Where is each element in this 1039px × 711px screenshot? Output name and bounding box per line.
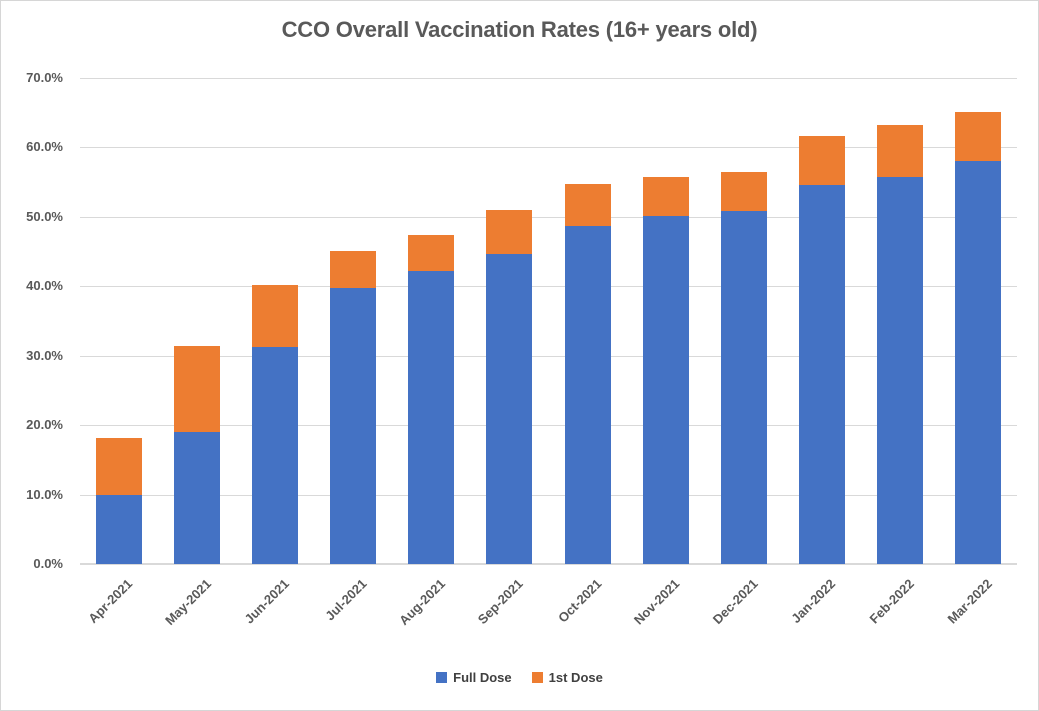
x-axis-label: Nov-2021 bbox=[630, 576, 683, 628]
bar-segment-1st-dose bbox=[330, 250, 377, 288]
bar-segment-full-dose bbox=[642, 216, 689, 564]
x-axis-label: Apr-2021 bbox=[85, 576, 136, 626]
y-axis-tick-label: 10.0% bbox=[26, 486, 63, 502]
gridline bbox=[80, 286, 1017, 288]
gridline bbox=[80, 494, 1017, 496]
bar-segment-full-dose bbox=[486, 253, 533, 564]
bar-segment-1st-dose bbox=[564, 183, 611, 226]
x-axis-label: Jul-2021 bbox=[322, 576, 370, 624]
legend-marker-icon bbox=[436, 672, 448, 683]
gridline bbox=[80, 78, 1017, 79]
bar-segment-1st-dose bbox=[798, 135, 845, 185]
bar-segment-full-dose bbox=[720, 210, 767, 564]
bar-segment-1st-dose bbox=[486, 209, 533, 254]
gridline bbox=[80, 147, 1017, 149]
legend-item-full-dose: Full Dose bbox=[436, 670, 512, 685]
legend-label: 1st Dose bbox=[548, 670, 603, 685]
bar-segment-1st-dose bbox=[642, 176, 689, 217]
bar-segment-1st-dose bbox=[96, 438, 143, 495]
y-axis-tick-label: 0.0% bbox=[33, 556, 63, 571]
x-axis-label: Jun-2021 bbox=[241, 576, 292, 627]
x-axis-label: Feb-2022 bbox=[866, 576, 917, 627]
bar-segment-full-dose bbox=[96, 494, 143, 564]
bar-segment-full-dose bbox=[174, 432, 221, 564]
bar-segment-1st-dose bbox=[720, 171, 767, 211]
bar-segment-full-dose bbox=[954, 160, 1001, 564]
bar-segment-full-dose bbox=[408, 271, 455, 564]
x-axis-label: Jan-2022 bbox=[788, 576, 839, 626]
x-axis-line bbox=[80, 563, 1017, 565]
bar-segment-1st-dose bbox=[954, 112, 1001, 161]
bar-segment-1st-dose bbox=[174, 345, 221, 433]
chart-title: CCO Overall Vaccination Rates (16+ years… bbox=[281, 17, 758, 42]
bar-segment-1st-dose bbox=[252, 284, 299, 348]
bar-segment-full-dose bbox=[252, 347, 299, 564]
y-axis-tick-label: 50.0% bbox=[26, 208, 63, 224]
y-axis-tick-label: 30.0% bbox=[26, 347, 63, 363]
bar-segment-full-dose bbox=[798, 184, 845, 564]
x-axis-label: May-2021 bbox=[161, 576, 214, 629]
gridline bbox=[80, 355, 1017, 357]
bar-segment-1st-dose bbox=[408, 234, 455, 271]
legend: Full Dose 1st Dose bbox=[1, 670, 1038, 685]
y-axis-tick-label: 70.0% bbox=[26, 70, 63, 85]
gridline bbox=[80, 216, 1017, 218]
bar-segment-full-dose bbox=[330, 287, 377, 564]
legend-marker-icon bbox=[531, 672, 543, 683]
gridline bbox=[80, 425, 1017, 427]
bar-segment-full-dose bbox=[876, 177, 923, 564]
y-axis-tick-label: 20.0% bbox=[26, 417, 63, 433]
x-axis-label: Aug-2021 bbox=[395, 576, 448, 628]
legend-item-1st-dose: 1st Dose bbox=[531, 670, 603, 685]
bar-segment-1st-dose bbox=[876, 125, 923, 178]
y-axis-tick-label: 40.0% bbox=[26, 278, 63, 294]
y-axis-tick-label: 60.0% bbox=[26, 139, 63, 155]
x-axis-label: Sep-2021 bbox=[475, 576, 527, 627]
x-axis-label: Dec-2021 bbox=[709, 576, 761, 627]
x-axis-label: Oct-2021 bbox=[554, 576, 605, 626]
x-axis-label: Mar-2022 bbox=[944, 576, 995, 627]
legend-label: Full Dose bbox=[453, 670, 512, 685]
bar-segment-full-dose bbox=[564, 225, 611, 564]
